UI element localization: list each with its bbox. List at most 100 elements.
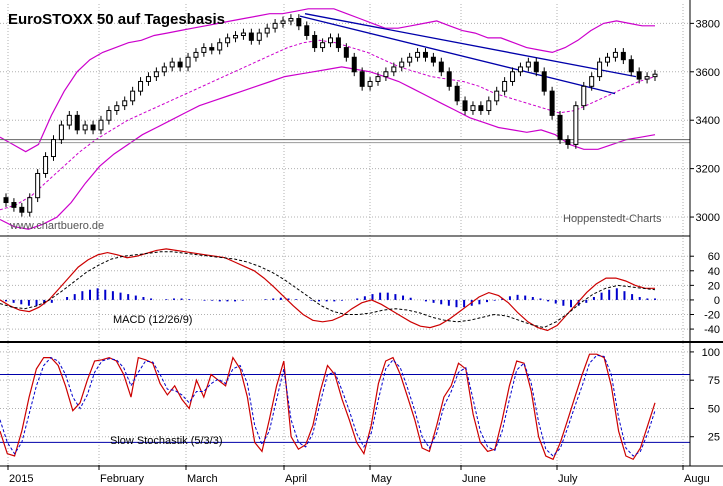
candle-body — [494, 90, 500, 102]
y-tick-label: 3800 — [696, 18, 720, 30]
candle-body — [541, 71, 547, 92]
y-tick-label: 3600 — [696, 67, 720, 79]
candle-body — [288, 18, 294, 22]
y-tick-label: 0 — [714, 295, 720, 307]
candle-body — [264, 27, 270, 34]
candle-body — [351, 56, 357, 73]
candle-body — [225, 37, 231, 44]
y-tick-labels: 3000 3200 3400 3600 3800 -40 -20 0 20 40 60 25 50 75 1… — [696, 18, 720, 443]
candle-body — [446, 71, 452, 87]
candle-body — [27, 197, 33, 213]
candle-body — [589, 76, 595, 87]
candle-body — [470, 105, 476, 112]
bollinger-lower-line — [0, 66, 656, 230]
candle-body — [422, 51, 428, 58]
candle-body — [74, 114, 80, 131]
candle-body — [138, 80, 144, 92]
x-tick-labels: 2015 February March April May June July Augu — [9, 473, 710, 485]
macd-line — [0, 248, 655, 332]
y-tick-label: 75 — [708, 375, 720, 387]
y-tick-label: 3000 — [696, 212, 720, 224]
moving-average-line — [0, 39, 656, 211]
candle-body — [43, 156, 49, 174]
x-tick-label: March — [187, 473, 218, 485]
candle-body — [3, 197, 9, 204]
candle-body — [415, 51, 421, 58]
candle-body — [161, 66, 167, 73]
candle-body — [438, 61, 444, 73]
candle-body — [114, 105, 120, 112]
candle-body — [272, 22, 278, 29]
watermark-left: www.chartbuero.de — [9, 220, 104, 232]
candle-body — [50, 139, 56, 158]
candle-body — [169, 61, 175, 68]
candle-body — [248, 32, 254, 41]
x-tick-label: 2015 — [9, 473, 33, 485]
candles — [3, 14, 658, 217]
candle-body — [652, 73, 658, 78]
candle-body — [343, 47, 349, 58]
bollinger-bands — [0, 8, 656, 230]
candle-body — [82, 124, 88, 131]
macd-signal-line — [0, 251, 656, 329]
watermark-right: Hoppenstedt-Charts — [563, 213, 662, 225]
candle-body — [90, 124, 96, 131]
candle-body — [644, 76, 650, 80]
x-tick-label: May — [371, 473, 392, 485]
x-tick-label: Augu — [684, 473, 710, 485]
candle-body — [312, 34, 318, 49]
y-tick-label: 3200 — [696, 164, 720, 176]
candle-body — [35, 172, 41, 199]
candle-body — [391, 66, 397, 73]
y-tick-label: -40 — [704, 324, 720, 336]
candle-body — [233, 34, 239, 39]
candle-body — [502, 80, 508, 92]
chart-title: EuroSTOXX 50 auf Tagesbasis — [8, 11, 225, 28]
candle-body — [11, 202, 17, 208]
candle-body — [98, 119, 104, 131]
y-tick-label: 60 — [708, 251, 720, 263]
candle-body — [106, 110, 112, 121]
stochastic-d-line — [0, 354, 656, 457]
candle-body — [454, 85, 460, 102]
candle-body — [462, 100, 468, 112]
candle-body — [399, 61, 405, 68]
stochastic-levels — [0, 374, 690, 443]
candle-body — [304, 25, 310, 36]
candle-body — [122, 100, 128, 107]
candle-body — [19, 206, 25, 213]
y-tick-label: -20 — [704, 310, 720, 322]
candle-body — [407, 56, 413, 63]
candle-body — [612, 51, 618, 58]
price-panel: EuroSTOXX 50 auf Tagesbasis www.chartbue… — [0, 8, 690, 232]
y-tick-label: 25 — [708, 432, 720, 444]
candle-body — [280, 20, 286, 24]
x-tick-label: February — [100, 473, 145, 485]
candle-body — [320, 42, 326, 49]
candle-body — [486, 100, 492, 112]
candle-body — [636, 71, 642, 80]
macd-label: MACD (12/26/9) — [113, 314, 192, 326]
x-tick-label: April — [285, 473, 307, 485]
macd-panel: MACD (12/26/9) — [0, 248, 656, 332]
candle-body — [581, 85, 587, 107]
macd-lines — [0, 248, 656, 332]
candle-body — [240, 32, 246, 36]
candle-body — [209, 47, 215, 51]
x-tick-label: June — [462, 473, 486, 485]
candle-body — [58, 124, 64, 141]
candle-body — [328, 37, 333, 44]
y-tick-label: 40 — [708, 266, 720, 278]
candle-body — [201, 47, 207, 53]
y-tick-label: 20 — [708, 280, 720, 292]
stochastic-panel: Slow Stochastik (5/3/3) — [0, 353, 690, 461]
candle-body — [193, 51, 199, 58]
candle-body — [620, 51, 626, 61]
candle-body — [359, 71, 365, 87]
macd-histogram — [5, 288, 656, 308]
candle-body — [367, 80, 373, 87]
stochastic-lines — [0, 353, 656, 461]
candle-body — [573, 105, 579, 145]
candle-body — [517, 66, 523, 73]
